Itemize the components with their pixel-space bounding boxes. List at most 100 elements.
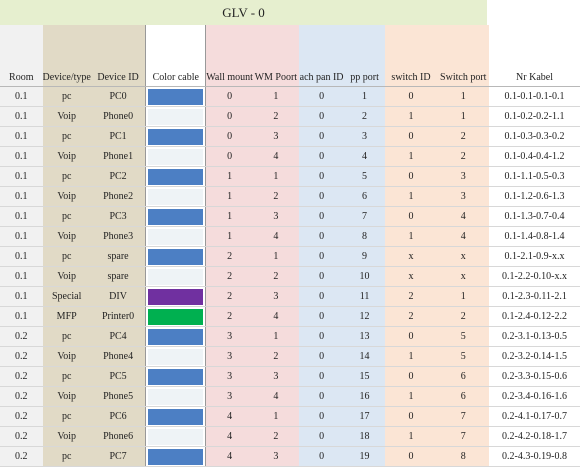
cell-switch-id[interactable]: 0: [384, 86, 438, 107]
cell-device-id[interactable]: PC6: [90, 406, 146, 427]
header-device-id[interactable]: Device ID: [90, 25, 146, 87]
cell-wall-mount[interactable]: 4: [205, 426, 253, 447]
cell-wm-poort[interactable]: 1: [252, 166, 299, 187]
cell-pp-port[interactable]: 15: [344, 366, 385, 387]
cell-pp-port[interactable]: 2: [344, 106, 385, 127]
cell-switch-id[interactable]: 2: [384, 286, 438, 307]
cell-color-cable[interactable]: [145, 366, 207, 387]
cell-nr-kabel[interactable]: 0.2-3.2-0.14-1.5: [489, 346, 580, 367]
header-wall-mount[interactable]: Wall mount: [205, 25, 253, 87]
cell-patch-pan-id[interactable]: 0: [298, 266, 345, 287]
cell-wall-mount[interactable]: 3: [205, 386, 253, 407]
cell-color-cable[interactable]: [145, 306, 207, 327]
cell-switch-port[interactable]: x: [437, 266, 490, 287]
cell-switch-id[interactable]: 1: [384, 146, 438, 167]
cell-room[interactable]: 0.1: [0, 206, 43, 227]
cell-wm-poort[interactable]: 2: [252, 346, 299, 367]
cell-pp-port[interactable]: 11: [344, 286, 385, 307]
header-switch-id[interactable]: switch ID: [384, 25, 438, 87]
sheet-title[interactable]: GLV - 0: [0, 0, 487, 26]
cell-wm-poort[interactable]: 3: [252, 126, 299, 147]
cell-patch-pan-id[interactable]: 0: [298, 126, 345, 147]
cell-patch-pan-id[interactable]: 0: [298, 426, 345, 447]
cell-room[interactable]: 0.2: [0, 346, 43, 367]
cell-nr-kabel[interactable]: 0.1-0.4-0.4-1.2: [489, 146, 580, 167]
cell-pp-port[interactable]: 1: [344, 86, 385, 107]
cell-nr-kabel[interactable]: 0.1-2.2-0.10-x.x: [489, 266, 580, 287]
cell-device-id[interactable]: PC3: [90, 206, 146, 227]
cell-wm-poort[interactable]: 1: [252, 86, 299, 107]
cell-nr-kabel[interactable]: 0.1-1.3-0.7-0.4: [489, 206, 580, 227]
header-patch-pan-id[interactable]: ach pan ID: [298, 25, 345, 87]
cell-pp-port[interactable]: 8: [344, 226, 385, 247]
cell-color-cable[interactable]: [145, 266, 207, 287]
cell-wm-poort[interactable]: 4: [252, 226, 299, 247]
cell-patch-pan-id[interactable]: 0: [298, 346, 345, 367]
cell-device-type[interactable]: MFP: [42, 306, 91, 327]
header-color-cable[interactable]: Color cable: [145, 25, 207, 87]
cell-switch-port[interactable]: 3: [437, 166, 490, 187]
cell-device-id[interactable]: Phone1: [90, 146, 146, 167]
cell-switch-port[interactable]: 5: [437, 326, 490, 347]
cell-patch-pan-id[interactable]: 0: [298, 166, 345, 187]
cell-room[interactable]: 0.1: [0, 86, 43, 107]
cell-switch-id[interactable]: 1: [384, 106, 438, 127]
cell-color-cable[interactable]: [145, 226, 207, 247]
cell-room[interactable]: 0.2: [0, 326, 43, 347]
cell-wm-poort[interactable]: 3: [252, 206, 299, 227]
cell-device-id[interactable]: Phone4: [90, 346, 146, 367]
cell-device-id[interactable]: spare: [90, 246, 146, 267]
cell-switch-id[interactable]: 1: [384, 346, 438, 367]
cell-color-cable[interactable]: [145, 386, 207, 407]
cell-nr-kabel[interactable]: 0.1-2.4-0.12-2.2: [489, 306, 580, 327]
cell-patch-pan-id[interactable]: 0: [298, 86, 345, 107]
cell-room[interactable]: 0.1: [0, 246, 43, 267]
cell-room[interactable]: 0.1: [0, 126, 43, 147]
cell-patch-pan-id[interactable]: 0: [298, 286, 345, 307]
cell-wm-poort[interactable]: 2: [252, 186, 299, 207]
cell-wall-mount[interactable]: 1: [205, 186, 253, 207]
cell-switch-id[interactable]: 0: [384, 326, 438, 347]
cell-switch-id[interactable]: 0: [384, 406, 438, 427]
cell-pp-port[interactable]: 17: [344, 406, 385, 427]
cell-pp-port[interactable]: 9: [344, 246, 385, 267]
cell-device-type[interactable]: Voip: [42, 346, 91, 367]
cell-switch-port[interactable]: 4: [437, 206, 490, 227]
cell-switch-id[interactable]: 0: [384, 206, 438, 227]
cell-switch-port[interactable]: 3: [437, 186, 490, 207]
cell-device-id[interactable]: PC7: [90, 446, 146, 467]
cell-color-cable[interactable]: [145, 146, 207, 167]
cell-device-type[interactable]: Special: [42, 286, 91, 307]
cell-room[interactable]: 0.2: [0, 446, 43, 467]
cell-wm-poort[interactable]: 2: [252, 266, 299, 287]
cell-device-id[interactable]: PC4: [90, 326, 146, 347]
cell-patch-pan-id[interactable]: 0: [298, 106, 345, 127]
cell-device-id[interactable]: PC2: [90, 166, 146, 187]
cell-device-type[interactable]: pc: [42, 366, 91, 387]
cell-switch-port[interactable]: 8: [437, 446, 490, 467]
cell-wall-mount[interactable]: 1: [205, 206, 253, 227]
cell-wm-poort[interactable]: 1: [252, 326, 299, 347]
cell-switch-port[interactable]: 5: [437, 346, 490, 367]
cell-color-cable[interactable]: [145, 286, 207, 307]
cell-patch-pan-id[interactable]: 0: [298, 306, 345, 327]
cell-device-id[interactable]: DIV: [90, 286, 146, 307]
cell-color-cable[interactable]: [145, 86, 207, 107]
cell-switch-id[interactable]: 1: [384, 386, 438, 407]
cell-device-type[interactable]: Voip: [42, 226, 91, 247]
cell-device-type[interactable]: Voip: [42, 186, 91, 207]
cell-color-cable[interactable]: [145, 446, 207, 467]
cell-switch-port[interactable]: 2: [437, 146, 490, 167]
cell-switch-port[interactable]: 1: [437, 286, 490, 307]
cell-room[interactable]: 0.1: [0, 166, 43, 187]
cell-switch-port[interactable]: 2: [437, 126, 490, 147]
cell-wm-poort[interactable]: 4: [252, 146, 299, 167]
cell-switch-id[interactable]: 2: [384, 306, 438, 327]
cell-device-type[interactable]: pc: [42, 206, 91, 227]
cell-pp-port[interactable]: 7: [344, 206, 385, 227]
cell-pp-port[interactable]: 4: [344, 146, 385, 167]
cell-nr-kabel[interactable]: 0.1-2.3-0.11-2.1: [489, 286, 580, 307]
cell-device-type[interactable]: pc: [42, 406, 91, 427]
cell-switch-port[interactable]: 7: [437, 426, 490, 447]
cell-nr-kabel[interactable]: 0.1-0.2-0.2-1.1: [489, 106, 580, 127]
